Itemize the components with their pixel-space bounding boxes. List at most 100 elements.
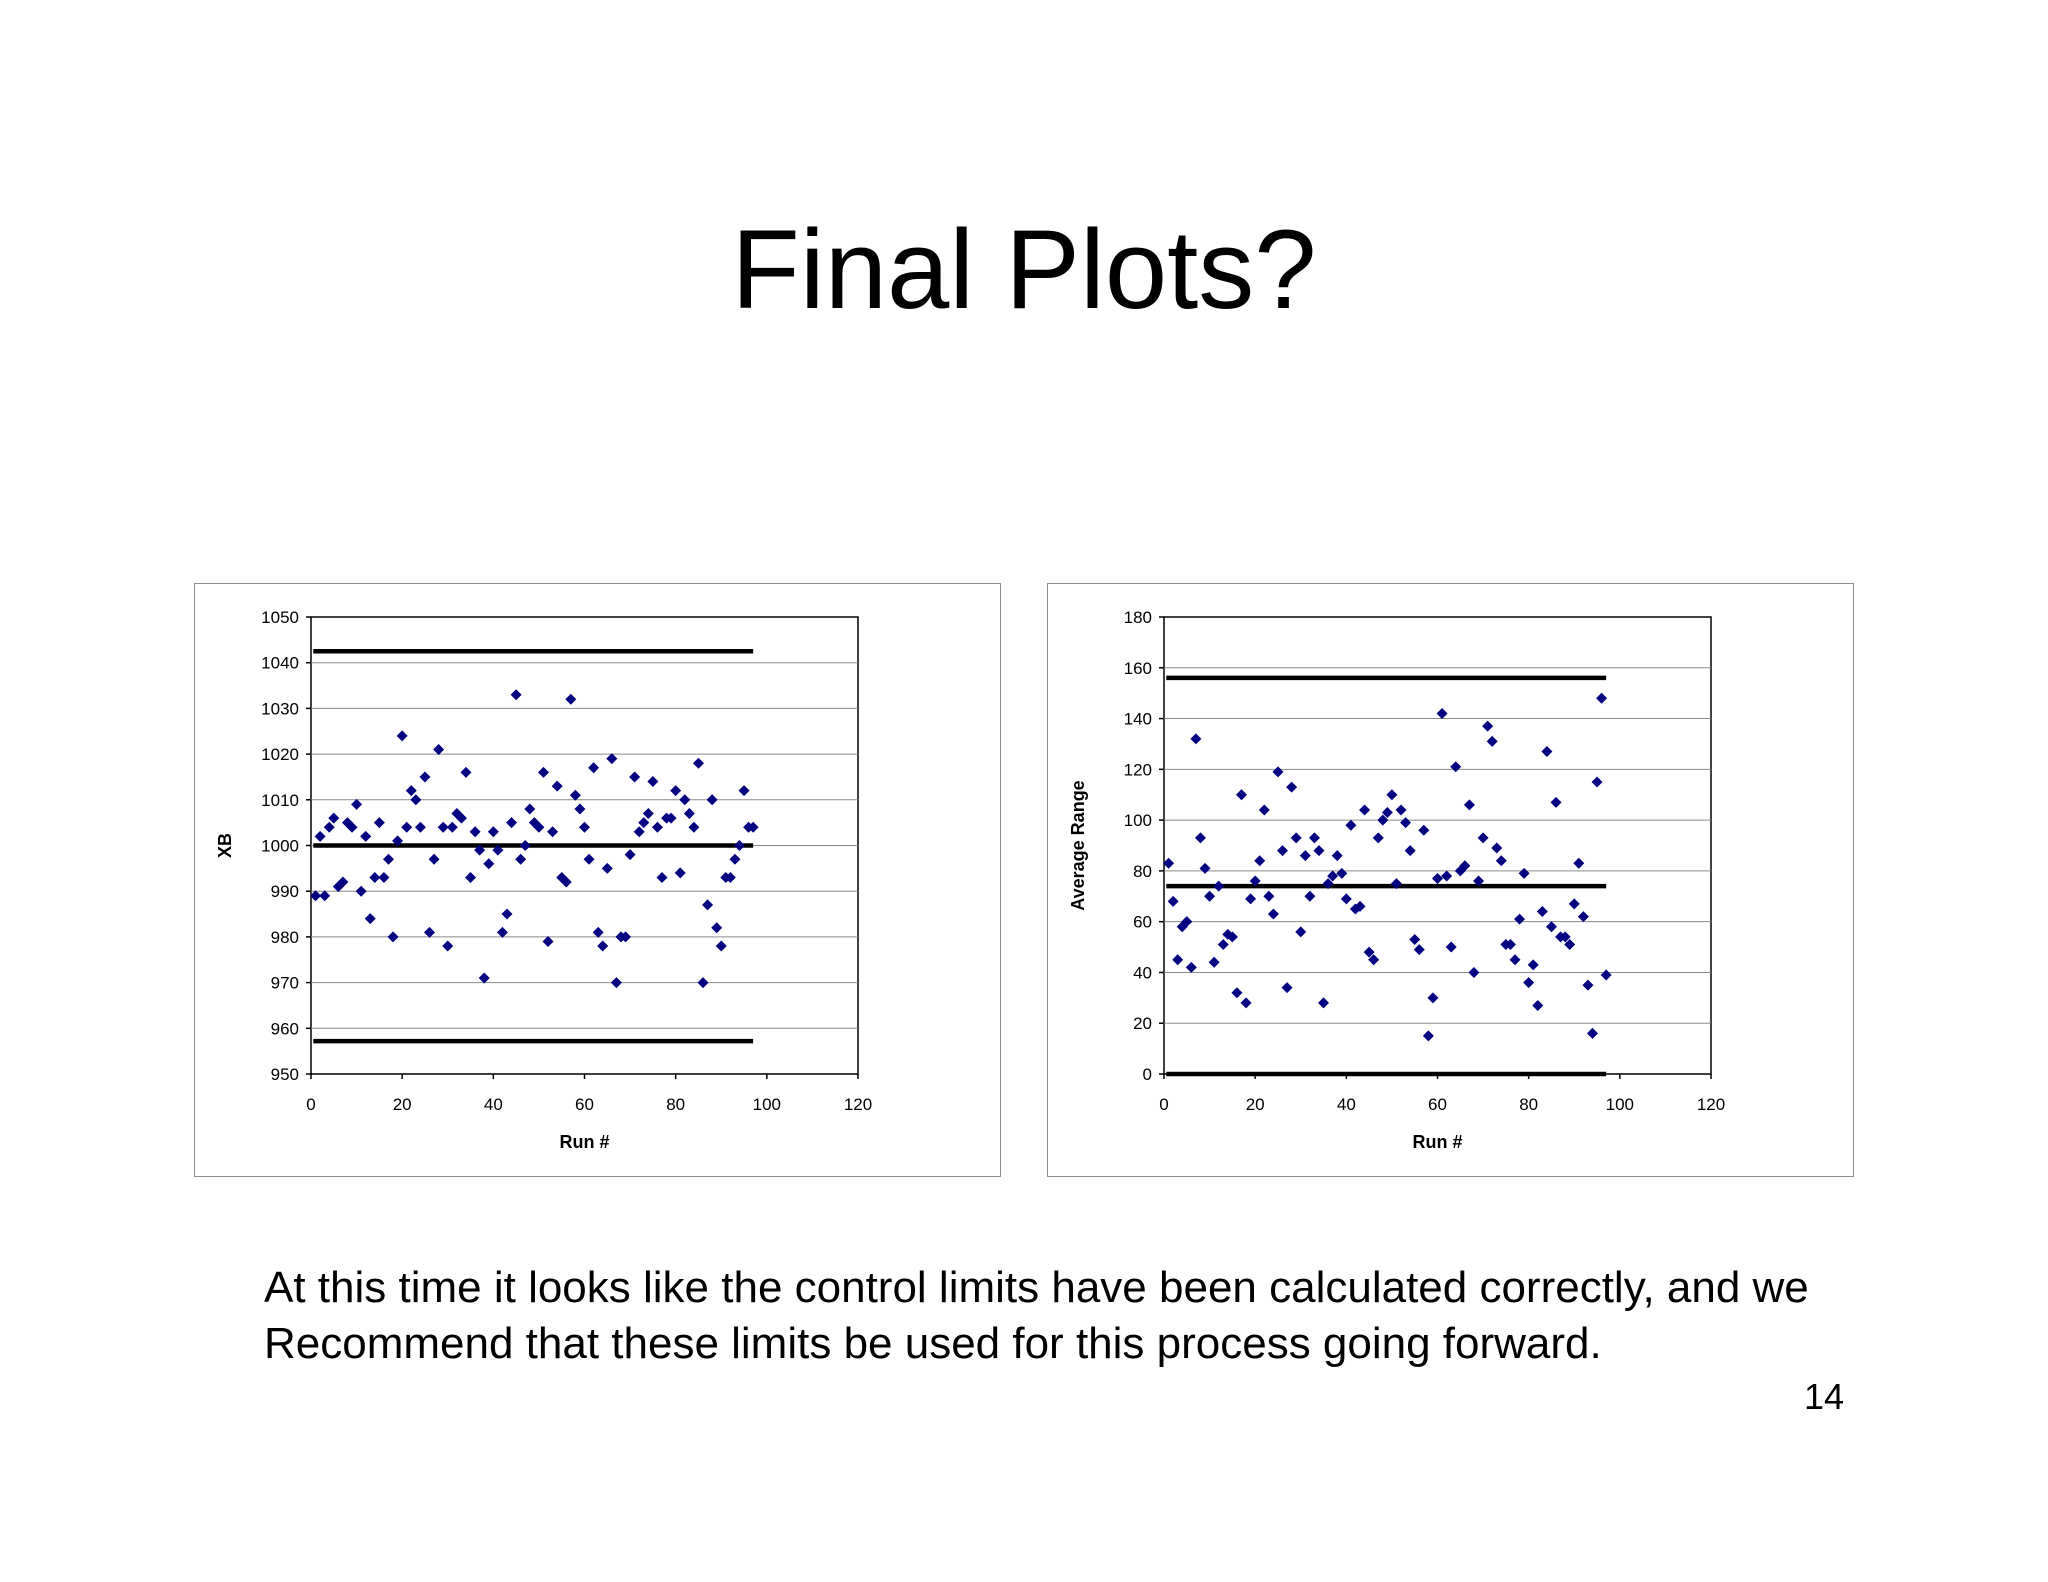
y-tick-label: 100 [1124, 811, 1152, 830]
data-point [1495, 855, 1507, 867]
x-tick-label: 60 [575, 1095, 594, 1114]
data-point [1477, 832, 1489, 844]
data-point [1363, 946, 1375, 958]
data-point [351, 798, 363, 810]
data-point [592, 926, 604, 938]
y-tick-label: 140 [1124, 710, 1152, 729]
y-tick-label: 40 [1133, 963, 1152, 982]
data-point [1217, 939, 1229, 951]
data-point [1258, 804, 1270, 816]
data-point [1199, 862, 1211, 874]
caption-line-1: At this time it looks like the control l… [264, 1263, 1809, 1312]
data-point [1390, 878, 1402, 890]
data-point [1486, 735, 1498, 747]
data-point [1591, 776, 1603, 788]
data-point [1213, 880, 1225, 892]
data-point [1491, 842, 1503, 854]
caption: At this time it looks like the control l… [264, 1260, 1964, 1372]
data-point [1586, 1027, 1598, 1039]
data-point [1582, 979, 1594, 991]
data-point [1596, 692, 1608, 704]
data-point [542, 935, 554, 947]
data-point [1167, 895, 1179, 907]
data-point [1445, 941, 1457, 953]
xbar-chart: 950 960 970 980 990 1000 1010 1020 1030 1040 1050 0… [215, 608, 872, 1152]
data-point [1322, 878, 1334, 890]
data-point [328, 812, 340, 824]
y-tick-label: 1010 [261, 791, 299, 810]
data-point [1559, 931, 1571, 943]
x-axis-title: Run # [1412, 1132, 1462, 1152]
x-tick-label: 80 [1519, 1095, 1538, 1114]
data-point [319, 890, 331, 902]
data-point [1299, 850, 1311, 862]
data-point [442, 940, 454, 952]
data-point [506, 817, 518, 829]
data-point [1509, 954, 1521, 966]
data-point [1254, 855, 1266, 867]
data-point [1181, 916, 1193, 928]
data-point [683, 808, 695, 820]
data-point [492, 844, 504, 856]
data-point [1204, 890, 1216, 902]
x-tick-label: 40 [1337, 1095, 1356, 1114]
data-point [1185, 961, 1197, 973]
y-tick-label: 1040 [261, 654, 299, 673]
data-point [1176, 921, 1188, 933]
slide-title: Final Plots? [731, 207, 1317, 332]
x-tick-label: 60 [1428, 1095, 1447, 1114]
y-tick-label: 160 [1124, 659, 1152, 678]
data-point [1473, 875, 1485, 887]
data-point [474, 844, 486, 856]
data-point [1226, 931, 1238, 943]
data-point [1427, 992, 1439, 1004]
data-point [633, 826, 645, 838]
x-tick-label: 40 [484, 1095, 503, 1114]
x-tick-label: 0 [306, 1095, 315, 1114]
data-point [1327, 870, 1339, 882]
x-tick-label: 120 [844, 1095, 872, 1114]
data-point [1368, 954, 1380, 966]
data-point [551, 780, 563, 792]
y-tick-label: 0 [1143, 1065, 1152, 1084]
data-point [665, 812, 677, 824]
y-tick-label: 970 [271, 974, 299, 993]
data-point [574, 803, 586, 815]
data-point [469, 826, 481, 838]
data-point [1163, 857, 1175, 869]
data-point [1518, 867, 1530, 879]
data-point [1395, 804, 1407, 816]
data-point [1190, 733, 1202, 745]
data-point [711, 922, 723, 934]
data-point [1504, 939, 1516, 951]
y-tick-label: 950 [271, 1065, 299, 1084]
y-tick-label: 960 [271, 1019, 299, 1038]
data-point [433, 744, 445, 756]
data-point [1281, 982, 1293, 994]
data-point [496, 926, 508, 938]
data-point [638, 817, 650, 829]
data-point [455, 812, 467, 824]
y-tick-label: 20 [1133, 1014, 1152, 1033]
y-tick-label: 980 [271, 928, 299, 947]
data-point [533, 821, 545, 833]
data-point [1194, 832, 1206, 844]
x-tick-label: 80 [666, 1095, 685, 1114]
data-point [624, 849, 636, 861]
data-point [346, 821, 358, 833]
data-point [1249, 875, 1261, 887]
data-point [487, 826, 499, 838]
data-point [1600, 969, 1612, 981]
range-chart-panel: 0 20 40 60 80 100 120 140 160 180 0 20 40 60 80 100 120 R… [1047, 583, 1854, 1177]
x-axis-title: Run # [559, 1132, 609, 1152]
data-point [601, 862, 613, 874]
data-point [451, 808, 463, 820]
data-point [428, 853, 440, 865]
data-point [382, 853, 394, 865]
data-point [519, 840, 531, 851]
data-point [1240, 997, 1252, 1009]
data-point [692, 757, 704, 769]
data-point [629, 771, 641, 783]
data-point [1336, 867, 1348, 879]
data-point [1267, 908, 1279, 920]
